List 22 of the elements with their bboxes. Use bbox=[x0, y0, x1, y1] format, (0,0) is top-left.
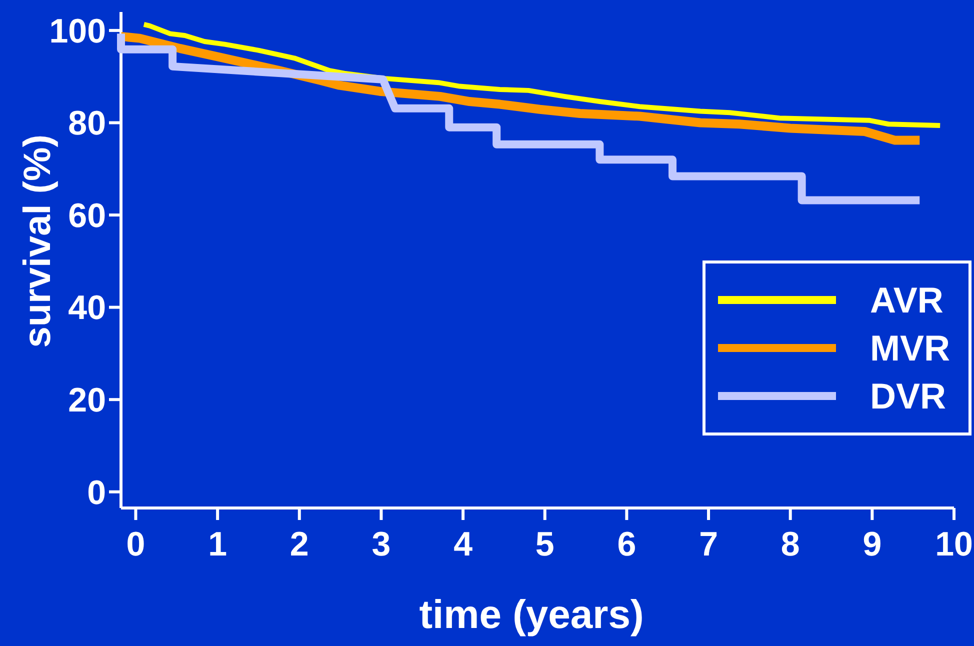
y-axis-title: survival (%) bbox=[17, 134, 59, 348]
x-tick-label: 7 bbox=[699, 525, 718, 564]
x-tick-label: 0 bbox=[126, 525, 146, 564]
x-tick-label: 9 bbox=[862, 525, 882, 564]
x-tick-label: 2 bbox=[290, 525, 309, 564]
x-tick-label: 3 bbox=[372, 525, 391, 564]
legend-label: MVR bbox=[870, 328, 950, 369]
x-tick-label: 5 bbox=[535, 525, 554, 564]
x-tick-label: 8 bbox=[780, 525, 800, 564]
y-tick-label: 40 bbox=[68, 289, 106, 328]
y-tick-label: 0 bbox=[87, 474, 106, 512]
y-tick-label: 20 bbox=[68, 381, 106, 420]
x-tick-label: 6 bbox=[617, 525, 636, 564]
legend-label: AVR bbox=[870, 280, 944, 321]
y-tick-label: 100 bbox=[49, 12, 106, 50]
x-tick-label: 10 bbox=[935, 525, 973, 564]
x-axis-title: time (years) bbox=[419, 593, 644, 637]
x-tick-label: 1 bbox=[208, 525, 228, 564]
y-tick-label: 80 bbox=[68, 104, 106, 143]
y-tick-label: 60 bbox=[68, 196, 106, 235]
legend-label: DVR bbox=[870, 376, 946, 417]
x-tick-label: 4 bbox=[454, 525, 473, 564]
